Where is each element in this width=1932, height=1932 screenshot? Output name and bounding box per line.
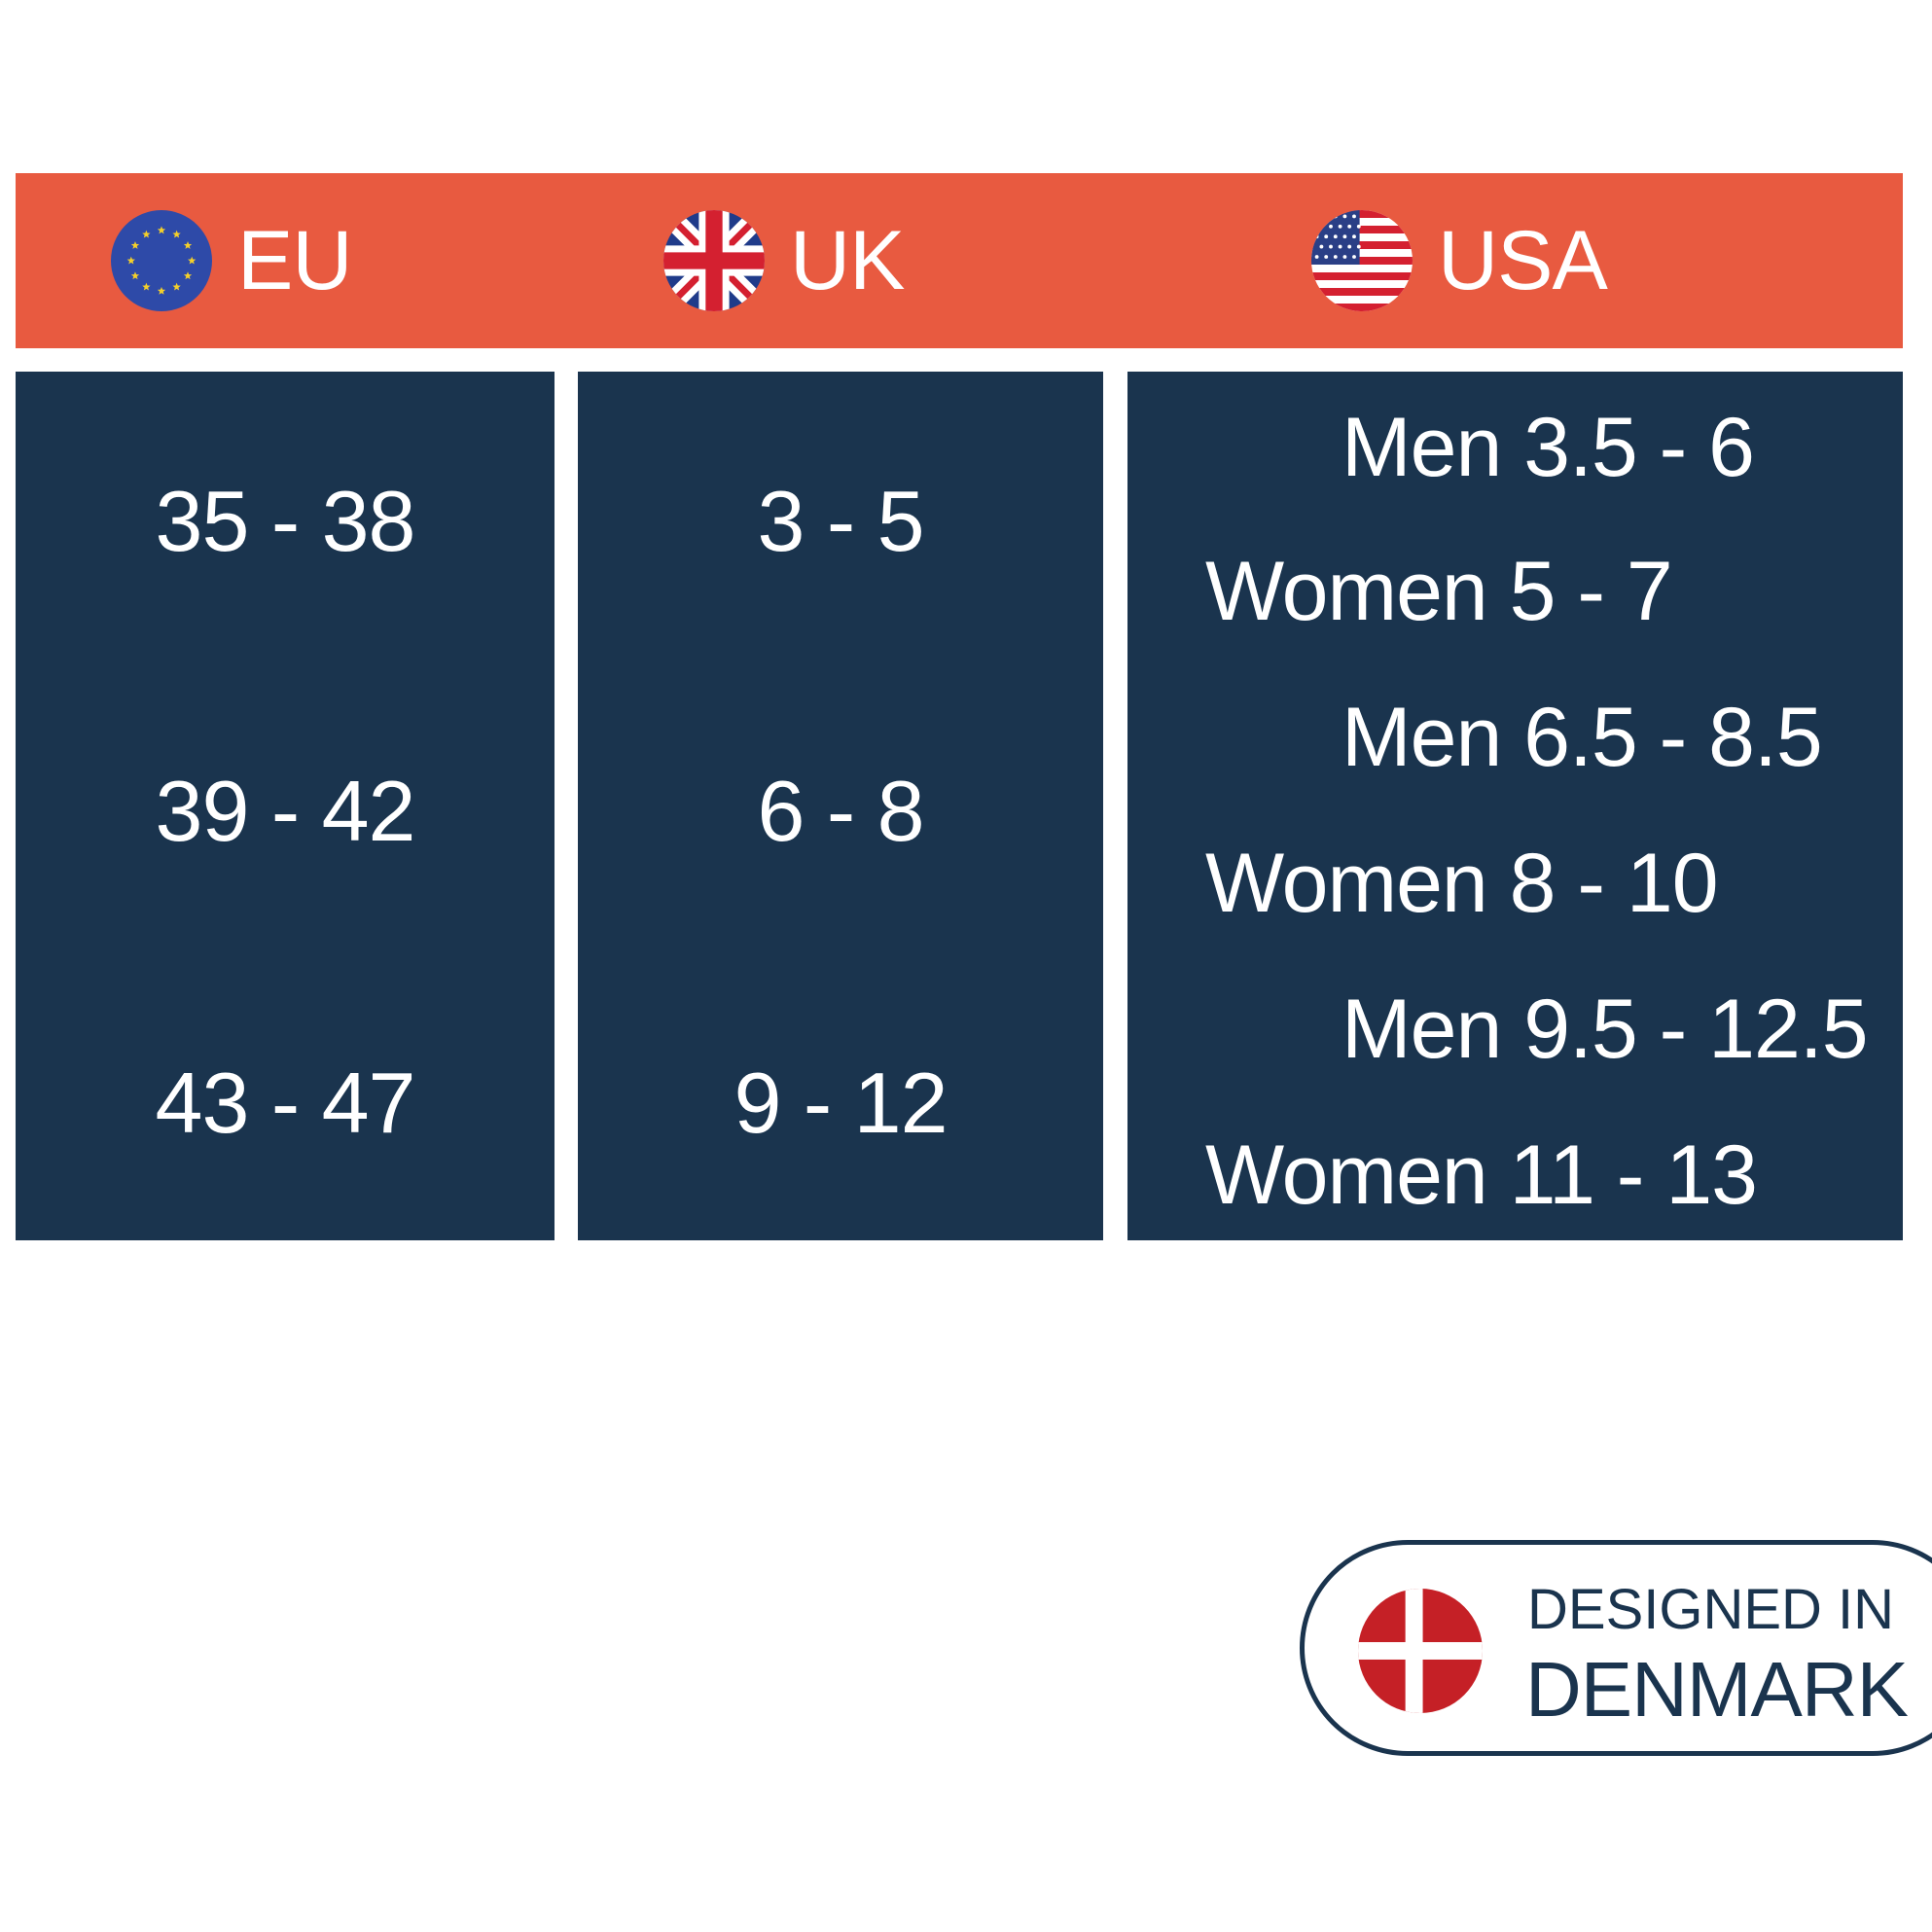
header-label-eu: EU xyxy=(237,214,352,307)
usa-men-size-3: Men 9.5 - 12.5 xyxy=(1342,983,1869,1076)
usa-women-size-2: Women 8 - 10 xyxy=(1205,837,1719,930)
header-label-uk: UK xyxy=(790,214,905,307)
usa-flag-icon xyxy=(1311,210,1413,311)
badge-text-designed-in: DESIGNED IN xyxy=(1527,1578,1895,1641)
usa-size-column: Men 3.5 - 6 Women 5 - 7 Men 6.5 - 8.5 Wo… xyxy=(1127,372,1903,1240)
header-uk: UK xyxy=(663,173,905,348)
uk-size-3: 9 - 12 xyxy=(733,1055,948,1151)
uk-flag-icon xyxy=(663,210,765,311)
eu-flag-icon xyxy=(111,210,212,311)
uk-size-1: 3 - 5 xyxy=(757,473,924,569)
eu-size-column: 35 - 38 39 - 42 43 - 47 xyxy=(16,372,555,1240)
size-chart-header: EU UK xyxy=(16,173,1903,348)
usa-men-size-1: Men 3.5 - 6 xyxy=(1342,401,1755,494)
eu-size-3: 43 - 47 xyxy=(155,1055,416,1151)
uk-size-2: 6 - 8 xyxy=(757,763,924,859)
denmark-flag-icon xyxy=(1358,1589,1483,1713)
uk-size-column: 3 - 5 6 - 8 9 - 12 xyxy=(578,372,1103,1240)
header-label-usa: USA xyxy=(1438,214,1608,307)
eu-size-2: 39 - 42 xyxy=(155,763,416,859)
header-usa: USA xyxy=(1311,173,1608,348)
usa-women-size-1: Women 5 - 7 xyxy=(1205,545,1673,638)
eu-size-1: 35 - 38 xyxy=(155,473,416,569)
usa-men-size-2: Men 6.5 - 8.5 xyxy=(1342,691,1823,784)
header-eu: EU xyxy=(111,173,352,348)
badge-text-denmark: DENMARK xyxy=(1525,1646,1909,1733)
usa-women-size-3: Women 11 - 13 xyxy=(1205,1128,1758,1222)
